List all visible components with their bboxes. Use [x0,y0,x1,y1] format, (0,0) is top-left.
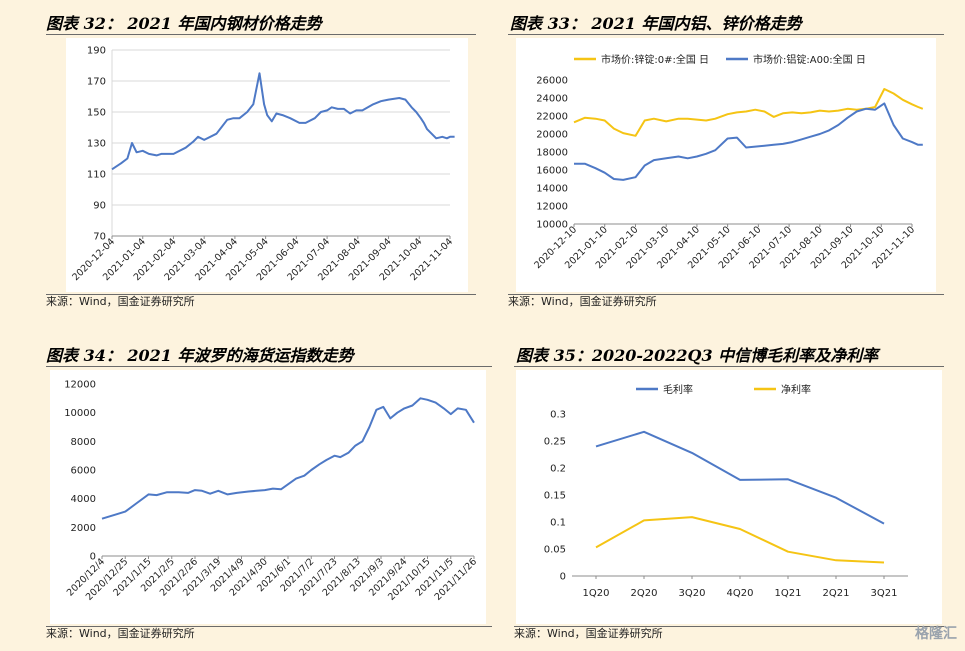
y-tick-label: 14000 [536,184,568,195]
x-tick-label: 2Q20 [631,588,658,599]
y-tick-label: 8000 [71,437,96,448]
chart-35-bottom-rule [514,626,944,627]
chart-33-bottom-rule [508,294,944,295]
x-tick-label: 4Q20 [727,588,754,599]
series-line-市场价:锌锭:0#:全国 日 [573,88,924,137]
y-tick-label: 170 [87,77,106,88]
y-tick-label: 0.2 [550,464,566,475]
chart-33-source: 来源：Wind，国金证券研究所 [508,295,657,308]
chart-33-svg: 10000 12000 14000 16000 18000 20000 22000 24000… [532,53,924,271]
y-tick-label: 90 [93,201,106,212]
chart-33-top-rule [508,34,944,35]
y-tick-label: 190 [87,46,106,57]
chart-33-plot-area: 10000 12000 14000 16000 18000 20000 22000 24000… [516,38,936,292]
series-line-毛利率 [595,430,885,525]
y-tick-label: 0.05 [544,545,566,556]
chart-35-top-rule [514,366,944,367]
y-tick-label: 4000 [71,494,96,505]
x-tick-label: 2Q21 [823,588,850,599]
watermark-logo: 格隆汇 [915,626,957,642]
legend-label: 市场价:铝锭:A00:全国 日 [753,53,866,66]
chart-32-bottom-rule [46,294,476,295]
y-tick-label: 16000 [536,166,568,177]
chart-35-source: 来源：Wind，国金证券研究所 [514,627,663,640]
chart-35-svg: 0 0.05 0.1 0.15 0.2 0.25 0.3 1Q20 2Q20 3Q20 4Q20 1Q… [544,383,908,599]
y-tick-label: 2000 [71,523,96,534]
chart-32-title: 图表 32： 2021 年国内钢材价格走势 [46,14,322,33]
y-tick-label: 0.3 [550,410,566,421]
chart-35-plot-area: 0 0.05 0.1 0.15 0.2 0.25 0.3 1Q20 2Q20 3Q20 4Q20 1Q… [516,370,942,624]
y-tick-label: 12000 [64,380,96,391]
chart-32-plot-area: 70 90 110 130 150 170 190 2020-12-04 2021-01-04 2… [66,38,468,292]
chart-34-plot-area: 0 2000 4000 6000 8000 10000 12000 2020/12/4 2020… [50,370,486,624]
x-tick-label: 3Q21 [871,588,898,599]
chart-32-top-rule [46,34,476,35]
chart-34-title: 图表 34： 2021 年波罗的海货运指数走势 [46,346,354,365]
chart-34-source: 来源：Wind，国金证券研究所 [46,627,195,640]
y-tick-label: 26000 [536,76,568,87]
y-tick-label: 10000 [64,408,96,419]
chart-34-top-rule [46,366,492,367]
y-tick-label: 10000 [536,220,568,231]
y-tick-label: 130 [87,139,106,150]
series-line-series-0 [111,72,455,171]
y-tick-label: 150 [87,108,106,119]
y-tick-label: 20000 [536,130,568,141]
y-tick-label: 18000 [536,148,568,159]
chart-32-source: 来源：Wind，国金证券研究所 [46,295,195,308]
y-tick-label: 12000 [536,202,568,213]
y-tick-label: 0 [90,552,96,563]
legend-label: 净利率 [781,383,811,396]
chart-32-svg: 70901101301501701902020-12-042021-01-042… [70,46,455,284]
y-tick-label: 22000 [536,112,568,123]
y-tick-label: 0 [560,572,566,583]
x-tick-label: 1Q21 [775,588,802,599]
chart-34-svg: 0200040006000800010000120002020/12/42020… [64,380,479,603]
chart-35-title: 图表 35：2020-2022Q3 中信博毛利率及净利率 [516,346,879,365]
legend-label: 市场价:锌锭:0#:全国 日 [601,53,709,66]
x-tick-label: 1Q20 [583,588,610,599]
chart-33-title: 图表 33： 2021 年国内铝、锌价格走势 [510,14,802,33]
y-tick-label: 0.1 [550,518,566,529]
y-tick-label: 0.25 [544,437,566,448]
series-line-series-0 [101,397,475,520]
chart-34-bottom-rule [46,626,492,627]
y-tick-label: 110 [87,170,106,181]
legend-label: 毛利率 [663,383,693,396]
y-tick-label: 6000 [71,466,96,477]
y-tick-label: 0.15 [544,491,566,502]
y-tick-label: 24000 [536,94,568,105]
x-tick-label: 3Q20 [679,588,706,599]
series-line-市场价:铝锭:A00:全国 日 [574,102,923,181]
series-line-净利率 [595,516,885,564]
y-tick-label: 70 [93,232,106,243]
